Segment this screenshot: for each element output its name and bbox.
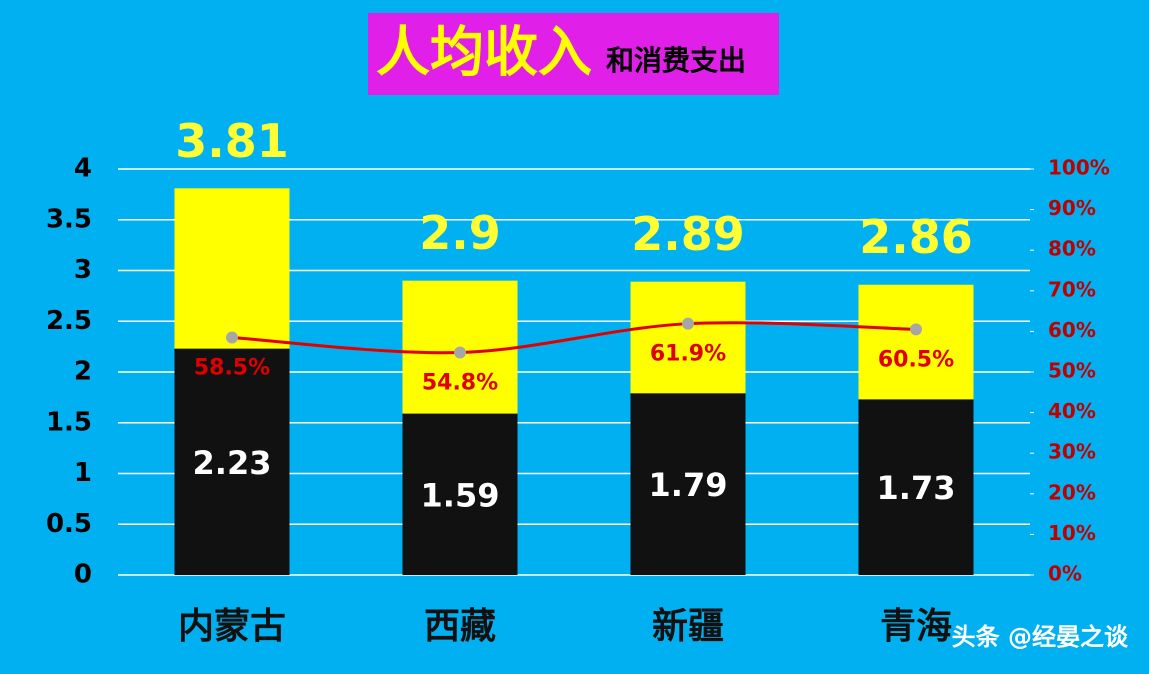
line-point <box>910 323 922 336</box>
y2-tick-label: 90% <box>1048 196 1096 220</box>
value-label: 61.9% <box>650 342 726 367</box>
x-tick-label: 内蒙古 <box>178 606 286 647</box>
y-tick-label: 0.5 <box>46 509 92 539</box>
bar <box>630 393 746 575</box>
title-box <box>368 13 779 95</box>
lines: 58.5% 54.8% 61.9% 60.5% <box>194 317 954 396</box>
y-tick-label: 3.5 <box>46 204 92 234</box>
line <box>231 321 917 355</box>
y-tick-label: 1.5 <box>46 407 92 437</box>
y2-tick-label: 20% <box>1048 480 1096 504</box>
value-label: 2.86 <box>859 210 973 264</box>
y2-tick-label: 100% <box>1048 156 1110 180</box>
value-label: 1.79 <box>649 466 728 504</box>
value-label: 2.23 <box>193 444 272 482</box>
chart-subtitle: 和消费支出 <box>606 44 746 77</box>
y2-tick-label: 80% <box>1048 237 1096 261</box>
y2-tick-label: 10% <box>1048 521 1096 545</box>
value-label: 2.9 <box>419 206 501 260</box>
watermark: 头条 @经晏之谈 <box>952 623 1129 651</box>
bars: 3.81 2.9 2.89 2.86 2.23 1.59 1.79 1.73 <box>174 114 974 575</box>
y-tick-label: 0 <box>74 560 92 590</box>
value-label: 58.5% <box>194 355 270 380</box>
value-label: 1.73 <box>877 469 956 507</box>
y2-tick-label: 50% <box>1048 359 1096 383</box>
x-tick-label: 西藏 <box>424 606 496 647</box>
x-tick-label: 新疆 <box>652 606 724 647</box>
line-point <box>454 346 466 359</box>
y2-tick-label: 70% <box>1048 277 1096 301</box>
bar <box>402 413 518 575</box>
value-label: 2.89 <box>631 207 745 261</box>
y-tick-label: 2.5 <box>46 306 92 336</box>
value-label: 1.59 <box>421 476 500 514</box>
y2-tick-label: 60% <box>1048 318 1096 342</box>
bar <box>174 348 290 575</box>
value-label: 54.8% <box>422 371 498 396</box>
x-tick-label: 青海 <box>880 606 952 647</box>
y2-tick-label: 30% <box>1048 440 1096 464</box>
y2-tick-label: 0% <box>1048 562 1082 586</box>
y-tick-label: 4 <box>74 154 92 184</box>
y-tick-label: 2 <box>74 357 92 387</box>
value-label: 3.81 <box>175 114 289 168</box>
chart-title: 人均收入 <box>376 21 592 84</box>
y2-tick-label: 40% <box>1048 399 1096 423</box>
y-tick-label: 1 <box>74 458 92 488</box>
line-point <box>226 331 238 344</box>
value-label: 60.5% <box>878 347 954 372</box>
y-tick-label: 3 <box>74 255 92 285</box>
line-point <box>682 317 694 330</box>
bar <box>858 399 974 575</box>
